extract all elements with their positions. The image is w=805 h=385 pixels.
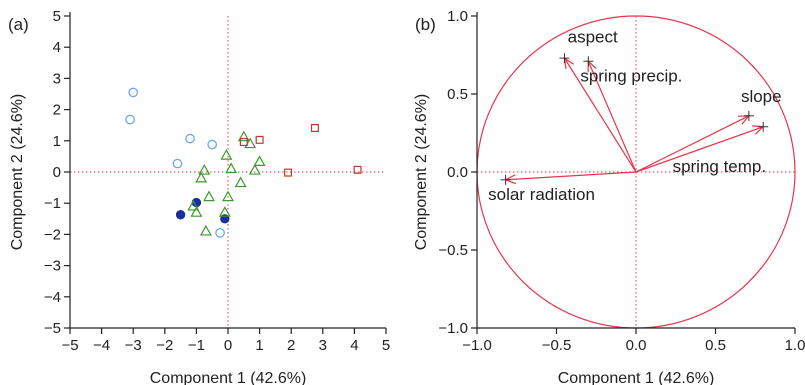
point-square-open (284, 168, 293, 177)
y-tick-label: −5 (44, 320, 61, 337)
loading-vector (505, 171, 637, 181)
x-tick-label: 0.5 (705, 337, 726, 354)
vector-label: spring precip. (580, 67, 682, 86)
loading-vector (587, 61, 637, 173)
x-tick-label: 2 (287, 337, 295, 354)
x-tick-label: 1 (255, 337, 263, 354)
point-circle-open (128, 87, 139, 98)
y-tick-label: 5 (53, 8, 61, 25)
point-triangle (198, 164, 211, 175)
vector-label: slope (741, 87, 782, 106)
point-circle-filled (175, 210, 186, 220)
y-tick-label: −0.5 (438, 242, 468, 259)
loading-vector (635, 126, 764, 173)
y-tick-label: −1 (44, 195, 61, 212)
point-triangle (220, 149, 233, 160)
x-tick-label: −3 (125, 337, 142, 354)
point-triangle (203, 190, 216, 202)
y-tick-label: 3 (53, 70, 61, 87)
point-triangle (199, 224, 212, 236)
x-tick-label: −1.0 (462, 337, 492, 354)
vector-label: spring temp. (673, 157, 767, 176)
x-tick-label: 3 (319, 337, 327, 354)
point-square-open (239, 138, 248, 147)
point-circle-open (215, 227, 225, 238)
panel-label: (b) (415, 15, 436, 34)
y-tick-label: 1 (53, 133, 61, 150)
y-tick-label: 0.0 (447, 164, 468, 181)
x-axis-label: Component 1 (42.6%) (558, 370, 715, 385)
y-tick-label: 4 (53, 39, 61, 56)
x-tick-label: −2 (156, 337, 173, 354)
y-tick-label: 0 (53, 164, 61, 181)
loading-vector (635, 115, 750, 173)
point-triangle (237, 130, 250, 142)
point-circle-open (185, 133, 195, 144)
y-tick-label: 1.0 (447, 8, 468, 25)
point-triangle (195, 171, 208, 183)
point-circle-open (125, 114, 135, 125)
loading-vector (563, 57, 637, 173)
vector-label: aspect (568, 28, 618, 47)
point-triangle (222, 190, 234, 202)
point-square-open (255, 135, 264, 144)
vector-label: solar radiation (488, 185, 595, 204)
point-circle-open (207, 139, 218, 150)
x-tick-label: 5 (382, 337, 390, 354)
y-tick-label: −3 (44, 258, 61, 275)
vector-arrowhead (563, 56, 574, 70)
point-triangle (218, 206, 231, 217)
y-tick-label: −2 (44, 226, 61, 243)
panel-b: (b) −1.0 −0.5 0.0 0.5 1.0 −1.0 −0.5 0.0 0.5 1.0 Com… (413, 8, 805, 385)
x-tick-label: 4 (350, 337, 358, 354)
panel-label: (a) (8, 15, 29, 34)
x-tick-label: 1.0 (785, 337, 805, 354)
x-tick-label: −1 (188, 337, 205, 354)
point-triangle (190, 206, 203, 217)
y-tick-label: −4 (44, 289, 61, 306)
panel-a: (a) −5 −4 −3 −2 −1 0 1 2 3 4 5 −5 −4 −3 −2 −1 0 1 2 3 4 5 Compo… (8, 8, 390, 385)
x-tick-label: −5 (61, 337, 78, 354)
point-square-open (310, 124, 319, 133)
point-square-open (353, 165, 362, 174)
point-circle-open (172, 158, 183, 169)
point-triangle (187, 199, 200, 211)
point-triangle (234, 176, 247, 188)
x-tick-label: −4 (93, 337, 110, 354)
y-tick-label: 0.5 (447, 86, 468, 103)
x-tick-label: 0 (224, 337, 232, 354)
point-triangle (225, 162, 238, 174)
y-tick-label: 2 (53, 102, 61, 119)
y-tick-label: −1.0 (438, 320, 468, 337)
point-triangle (253, 155, 266, 166)
x-tick-label: 0.0 (626, 337, 647, 354)
point-triangle (248, 164, 261, 175)
x-axis-label: Component 1 (42.6%) (150, 370, 307, 385)
x-tick-label: −0.5 (542, 337, 572, 354)
y-axis-label: Component 2 (24.6%) (413, 94, 430, 251)
y-axis-label: Component 2 (24.6%) (9, 94, 26, 251)
